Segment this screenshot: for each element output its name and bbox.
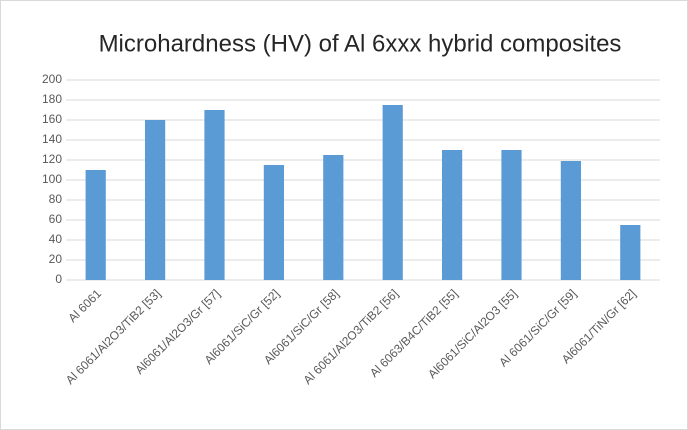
y-tick-label: 40 (49, 232, 63, 246)
y-tick-label: 60 (49, 212, 63, 226)
bar (442, 150, 463, 280)
chart-title: Microhardness (HV) of Al 6xxx hybrid com… (99, 30, 622, 57)
bar (145, 120, 166, 280)
bar (560, 161, 581, 280)
bar (501, 150, 522, 280)
y-tick-label: 0 (55, 272, 62, 286)
y-tick-label: 160 (42, 112, 62, 126)
y-tick-label: 180 (42, 92, 62, 106)
y-tick-label: 100 (42, 172, 62, 186)
bar (382, 105, 403, 280)
y-tick-label: 120 (42, 152, 62, 166)
bar (263, 165, 284, 280)
bar (85, 170, 106, 280)
y-tick-label: 200 (42, 72, 62, 86)
y-tick-label: 80 (49, 192, 63, 206)
y-tick-label: 20 (49, 252, 63, 266)
bar (620, 225, 641, 280)
bar (323, 155, 344, 280)
bar (204, 110, 225, 280)
y-tick-label: 140 (42, 132, 62, 146)
